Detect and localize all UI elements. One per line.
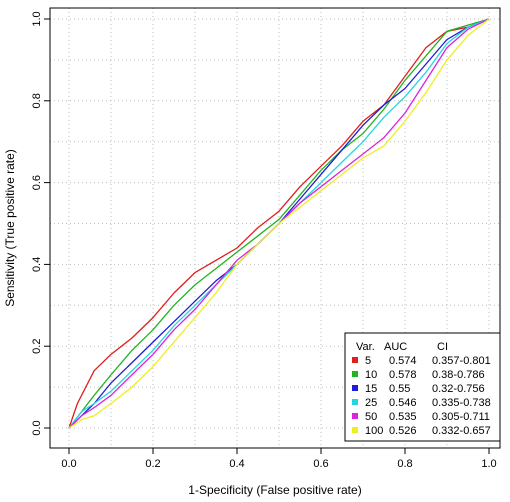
legend-var-50: 50 (365, 411, 377, 423)
legend-ci-25: 0.335-0.738 (432, 397, 491, 409)
series-line-10 (68, 18, 490, 429)
plot-frame (49, 7, 501, 449)
y-tick-label-5: 1.0 (31, 11, 43, 26)
x-axis-label: 1-Specificity (False positive rate) (188, 483, 361, 497)
legend-var-15: 15 (365, 383, 377, 395)
legend-auc-100: 0.526 (389, 425, 417, 437)
x-tick-label-5: 1.0 (481, 458, 496, 470)
series-line-100 (68, 18, 490, 429)
legend-box (344, 332, 501, 442)
legend-var-10: 10 (365, 369, 377, 381)
legend-swatch-10 (352, 371, 358, 377)
grid (50, 8, 500, 448)
legend-swatch-5 (352, 357, 358, 363)
y-axis-label: Sensitivity (True positive rate) (3, 149, 17, 307)
legend-var-5: 5 (365, 355, 371, 367)
x-tick-label-1: 0.2 (145, 458, 160, 470)
legend-header-var: Var. (356, 341, 375, 353)
y-tick-label-1: 0.2 (31, 339, 43, 354)
legend-var-25: 25 (365, 397, 377, 409)
legend-swatch-50 (352, 413, 358, 419)
legend-swatch-15 (352, 385, 358, 391)
x-tick-label-2: 0.4 (229, 458, 244, 470)
legend-auc-50: 0.535 (389, 411, 417, 423)
legend-ci-5: 0.357-0.801 (432, 355, 491, 367)
x-tick-label-4: 0.8 (397, 458, 412, 470)
y-axis-ticks: 0.0 0.2 0.4 0.6 0.8 1.0 (31, 11, 50, 436)
x-tick-label-0: 0.0 (61, 458, 76, 470)
y-tick-label-0: 0.0 (31, 420, 43, 435)
legend-ci-10: 0.38-0.786 (432, 369, 485, 381)
legend-header-auc: AUC (384, 341, 407, 353)
legend-auc-5: 0.574 (389, 355, 417, 367)
legend-header-ci: CI (437, 341, 448, 353)
legend-swatch-25 (352, 399, 358, 405)
legend-ci-15: 0.32-0.756 (432, 383, 485, 395)
legend-auc-25: 0.546 (389, 397, 417, 409)
legend-ci-100: 0.332-0.657 (432, 425, 491, 437)
legend: Var. AUC CI 5 0.574 0.357-0.801 10 0.578 0.38… (344, 332, 501, 442)
legend-swatch-100 (352, 427, 358, 433)
x-tick-label-3: 0.6 (313, 458, 328, 470)
y-tick-label-2: 0.4 (31, 257, 43, 272)
legend-var-100: 100 (365, 425, 383, 437)
legend-auc-15: 0.55 (389, 383, 410, 395)
series-line-5 (68, 18, 490, 429)
legend-rows: 5 0.574 0.357-0.801 10 0.578 0.38-0.786 15 0.55… (352, 355, 491, 437)
series-lines (68, 18, 490, 429)
x-axis-ticks: 0.0 0.2 0.4 0.6 0.8 1.0 (61, 448, 497, 470)
legend-auc-10: 0.578 (389, 369, 417, 381)
y-tick-label-3: 0.6 (31, 175, 43, 190)
legend-ci-50: 0.305-0.711 (432, 411, 490, 423)
y-tick-label-4: 0.8 (31, 93, 43, 108)
